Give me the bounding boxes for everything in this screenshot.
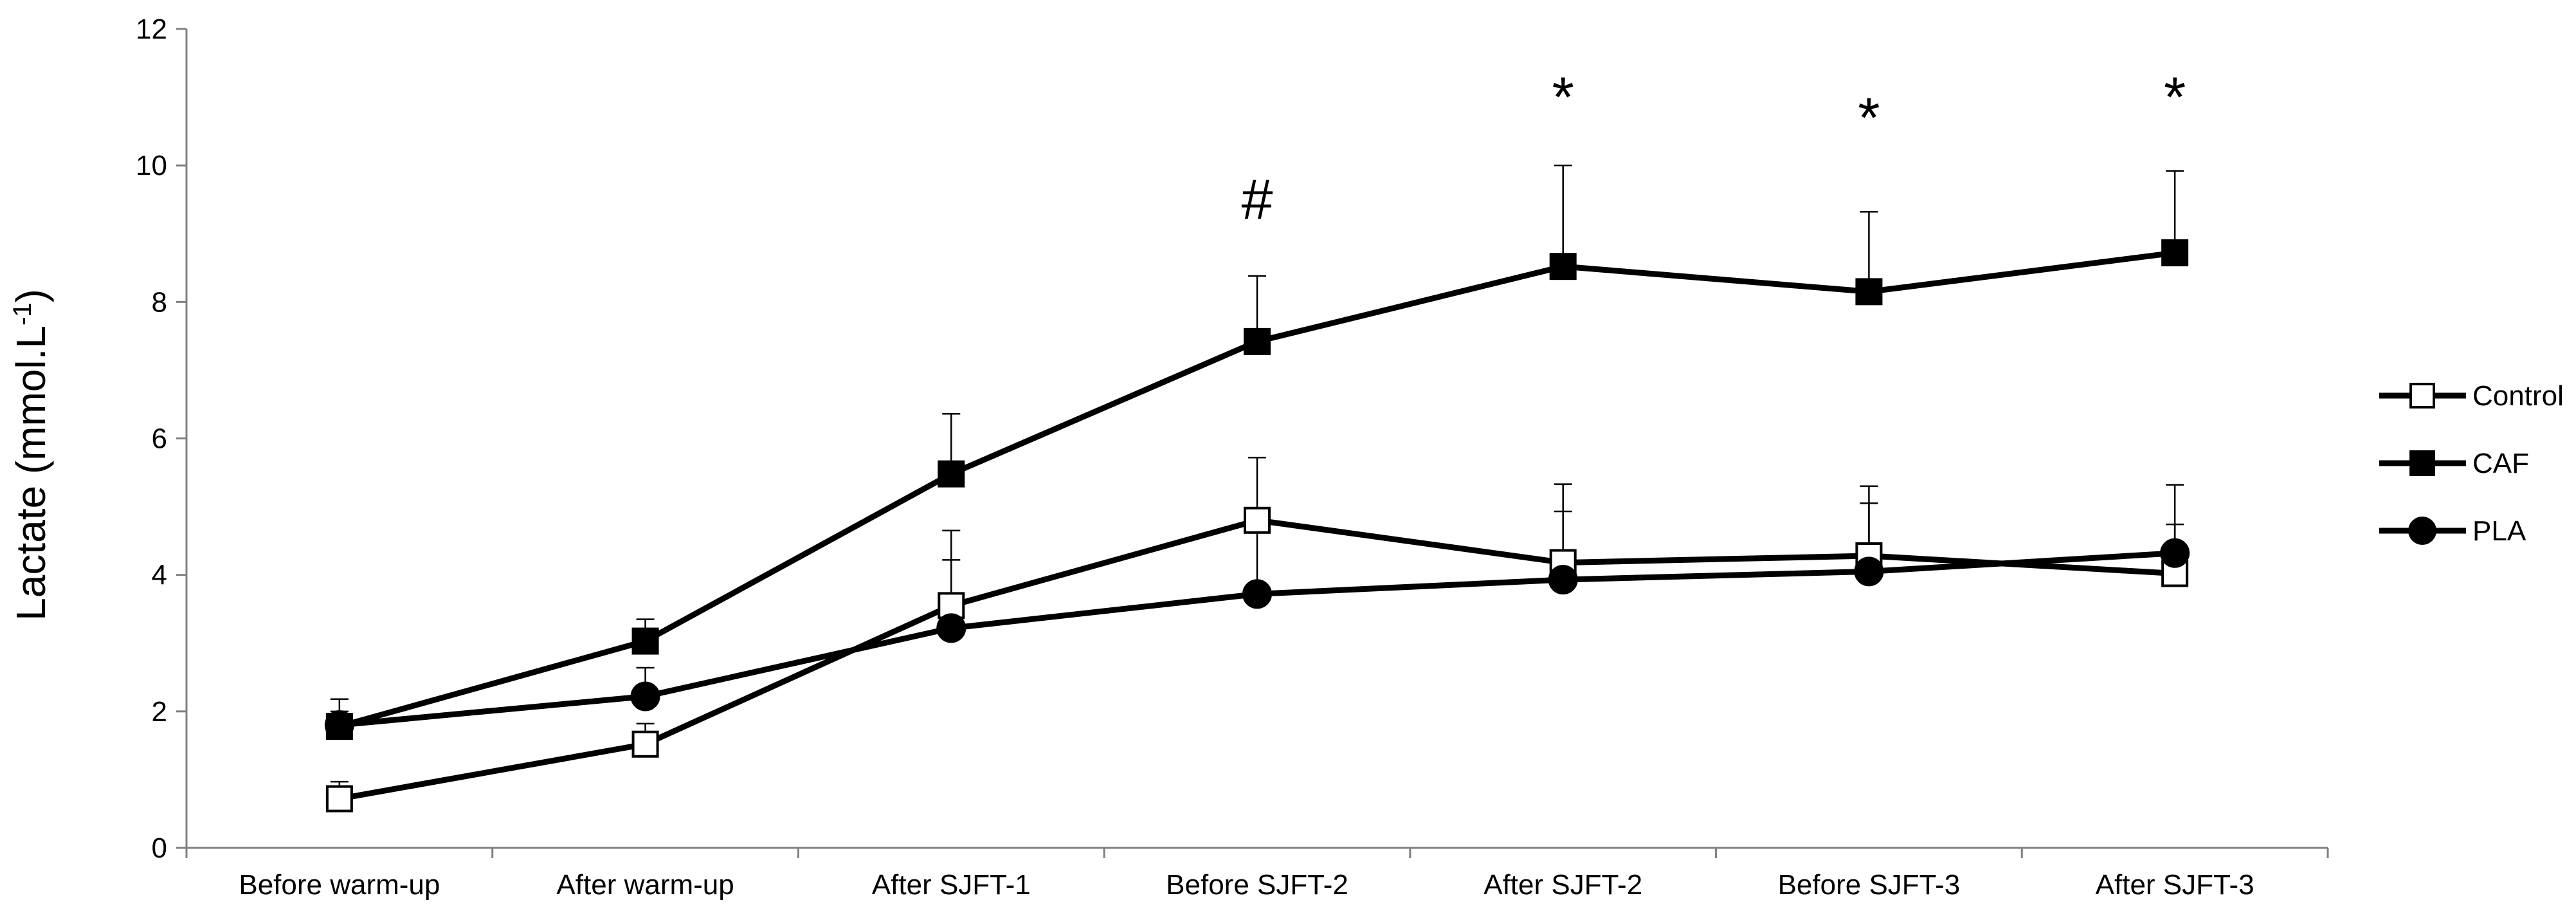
- significance-marker: *: [2164, 65, 2186, 129]
- data-point-pla: [1854, 556, 1884, 587]
- legend-marker-pla: [2408, 517, 2436, 545]
- legend: Control CAF PLA: [2379, 380, 2564, 547]
- x-tick-label: After SJFT-1: [872, 869, 1031, 901]
- y-tick-label: 4: [152, 560, 167, 591]
- data-point-pla: [630, 681, 660, 711]
- data-point-control: [1244, 506, 1271, 534]
- legend-marker-control: [2409, 383, 2435, 409]
- legend-marker-caf: [2409, 450, 2435, 476]
- series-markers: [324, 239, 2190, 812]
- x-tick-label: Before SJFT-2: [1166, 869, 1348, 901]
- y-tick-label: 2: [152, 696, 167, 728]
- y-tick-label: 0: [152, 832, 167, 864]
- data-point-caf: [938, 460, 965, 488]
- x-tick-label: Before warm-up: [239, 869, 440, 901]
- significance-annotations: # * * *: [1242, 65, 2186, 231]
- data-point-control: [325, 785, 353, 812]
- data-point-pla: [1242, 579, 1272, 609]
- data-point-caf: [1244, 327, 1271, 355]
- error-bars: [330, 164, 2184, 799]
- data-point-control: [631, 730, 659, 758]
- axes: [185, 29, 2328, 849]
- x-tick-label: After warm-up: [556, 869, 734, 901]
- significance-marker: *: [1858, 86, 1880, 149]
- legend-label-caf: CAF: [2472, 448, 2529, 479]
- data-point-caf: [1549, 253, 1577, 280]
- x-axis-ticks: Before warm-up After warm-up After SJFT-1 B…: [185, 848, 2329, 901]
- data-point-caf: [1855, 278, 1883, 306]
- y-tick-label: 6: [152, 423, 167, 455]
- legend-label-control: Control: [2472, 380, 2564, 412]
- x-tick-label: After SJFT-3: [2096, 869, 2254, 901]
- legend-label-pla: PLA: [2472, 515, 2526, 547]
- data-point-caf: [2161, 239, 2189, 266]
- data-point-pla: [936, 613, 966, 643]
- data-point-pla: [2160, 538, 2190, 568]
- data-point-caf: [631, 627, 659, 655]
- y-tick-label: 8: [152, 286, 167, 318]
- y-tick-label: 12: [136, 14, 167, 45]
- significance-marker: *: [1552, 65, 1574, 129]
- significance-marker: #: [1242, 167, 1273, 231]
- data-point-pla: [324, 710, 354, 740]
- y-axis-label: Lactate (mmol.L-1): [8, 289, 54, 621]
- y-axis-ticks: 0 2 4 6 8 10 12: [136, 14, 186, 864]
- x-tick-label: After SJFT-2: [1483, 869, 1642, 901]
- data-point-pla: [1548, 565, 1578, 595]
- y-tick-label: 10: [136, 150, 167, 181]
- x-tick-label: Before SJFT-3: [1778, 869, 1961, 901]
